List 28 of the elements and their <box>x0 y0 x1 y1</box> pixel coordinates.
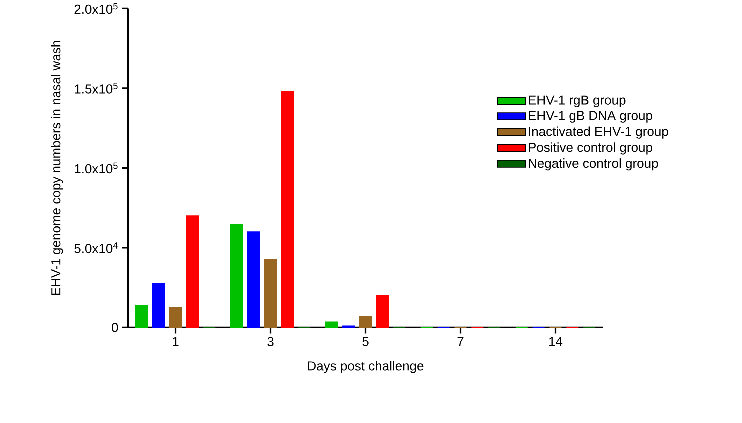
bar <box>152 283 166 328</box>
bar <box>230 224 244 328</box>
y-tick-label: 1.0x10$^{5}$ <box>75 162 118 174</box>
y-tick-label: 5.0x10$^{4}$ <box>74 242 118 254</box>
bar <box>247 231 260 328</box>
bar <box>359 316 372 328</box>
bar <box>186 215 200 328</box>
y-axis-title: EHV-1 genome copy numbers in nasal wash <box>51 41 64 295</box>
legend-label: EHV-1 rgB group <box>529 96 626 108</box>
bar <box>326 322 338 328</box>
bar <box>136 304 148 328</box>
legend-label: Inactivated EHV-1 group <box>529 126 668 139</box>
legend-label: Positive control group <box>529 142 652 155</box>
x-tick-label: 14 <box>550 337 563 346</box>
bar <box>376 295 390 328</box>
x-tick-label: 3 <box>268 337 274 346</box>
x-tick-label: 1 <box>173 337 179 346</box>
bar <box>169 307 182 328</box>
bar <box>281 91 294 328</box>
x-tick-label: 5 <box>362 337 369 346</box>
x-axis-title: Days post challenge <box>308 361 424 374</box>
x-tick-label: 7 <box>458 337 464 346</box>
y-tick-label: 1.5x10$^{5}$ <box>75 82 118 94</box>
y-tick-label: 0 <box>112 322 118 332</box>
legend-label: EHV-1 gB DNA group <box>529 111 652 123</box>
y-tick-label: 2.0x10$^{5}$ <box>74 3 118 14</box>
bar <box>264 259 278 328</box>
legend-label: Negative control group <box>529 158 658 170</box>
